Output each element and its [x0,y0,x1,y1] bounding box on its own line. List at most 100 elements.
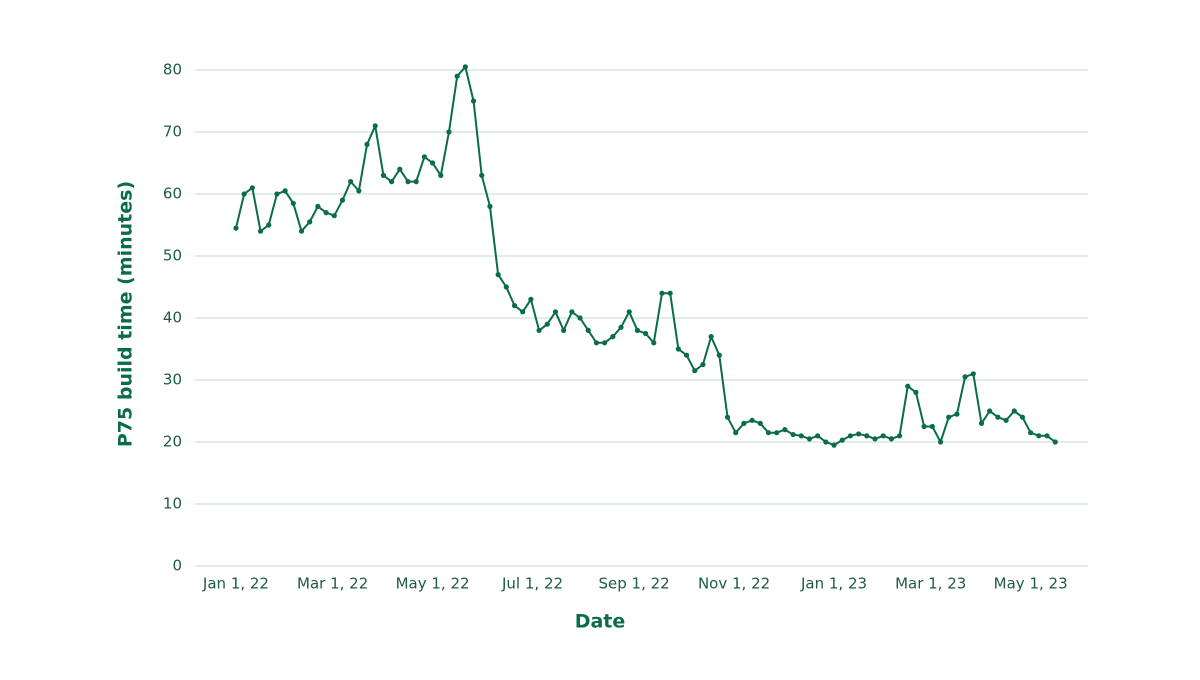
marker [790,431,796,438]
y-tick-label: 20 [163,433,182,451]
marker [364,141,370,147]
x-tick-label: Jul 1, 22 [501,575,563,593]
marker [913,389,919,395]
y-tick-label: 50 [163,247,182,265]
x-tick-label: Mar 1, 22 [297,575,368,593]
marker [577,315,583,321]
marker [307,219,313,225]
marker [733,430,739,436]
marker [1028,430,1034,436]
marker [905,383,911,389]
marker [937,439,944,445]
marker [626,309,632,315]
marker [856,431,862,437]
marker [954,411,960,417]
marker [331,213,337,219]
marker [839,437,845,443]
marker [257,228,264,234]
marker [429,160,436,166]
marker [454,73,460,79]
marker [1003,417,1009,423]
x-tick-label: Nov 1, 22 [698,575,770,593]
marker [282,188,288,194]
marker [774,430,780,436]
marker [315,203,321,209]
y-tick-label: 0 [172,557,182,575]
marker [880,433,886,439]
marker [552,309,559,315]
marker [405,179,411,185]
y-tick-label: 40 [163,309,182,327]
marker [446,129,452,135]
marker [692,368,698,374]
x-axis-title: Date [575,611,626,633]
marker [249,185,255,191]
marker [872,436,878,442]
marker [323,210,329,216]
marker [847,433,854,439]
marker [503,284,509,290]
marker [266,222,272,228]
y-tick-label: 10 [163,495,182,513]
marker [389,179,395,185]
marker [995,414,1001,420]
marker [618,324,624,330]
marker [528,296,534,302]
x-tick-label: Sep 1, 22 [599,575,670,593]
marker [380,172,387,178]
x-tick-label: Mar 1, 23 [895,575,966,593]
marker [741,420,747,426]
marker [921,423,927,430]
marker [667,290,673,296]
marker [241,191,247,197]
marker [987,408,993,414]
marker [642,330,649,337]
y-tick-label: 70 [163,123,182,141]
y-tick-label: 80 [163,61,182,79]
marker [274,191,280,197]
marker [495,272,501,278]
marker [716,352,722,358]
marker [946,414,952,420]
marker [765,430,772,436]
marker [561,327,567,333]
marker [708,334,714,340]
marker [815,433,821,439]
x-tick-label: Jan 1, 23 [800,575,867,593]
marker [511,303,518,309]
marker [1052,439,1058,445]
marker [372,123,378,129]
marker [298,228,305,234]
marker [1019,414,1026,420]
marker [536,327,542,333]
marker [585,327,591,333]
marker [659,290,665,296]
marker [757,420,763,426]
marker [651,340,657,346]
marker [356,188,362,194]
marker [233,225,239,231]
marker [487,203,493,209]
marker [634,327,641,333]
marker [593,340,600,346]
y-tick-label: 30 [163,371,182,389]
marker [421,154,427,160]
marker [962,374,968,380]
marker [544,321,550,327]
marker [749,417,755,423]
marker [929,423,935,430]
marker [610,334,616,340]
x-tick-label: May 1, 22 [396,575,470,593]
marker [348,179,354,185]
x-tick-label: May 1, 23 [994,575,1068,593]
marker [602,340,608,346]
marker [782,427,788,433]
y-tick-label: 60 [163,185,182,203]
marker [798,433,804,439]
marker [970,371,976,377]
marker [462,64,468,70]
y-axis-title: P75 build time (minutes) [115,181,137,447]
marker [1036,433,1042,439]
marker [397,166,403,172]
x-tick-label: Jan 1, 22 [202,575,269,593]
